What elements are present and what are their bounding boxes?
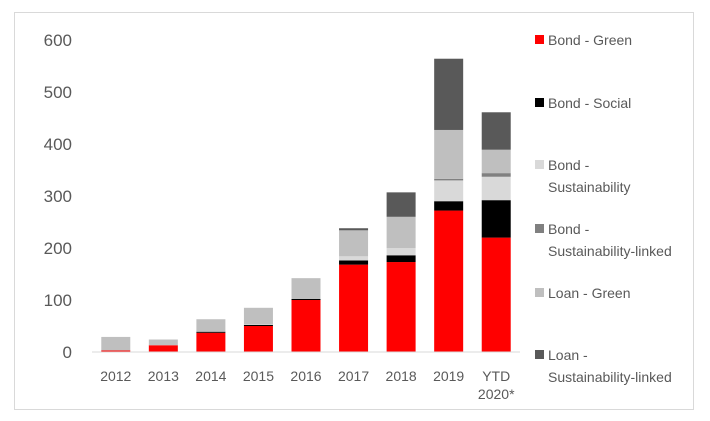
bar-segment xyxy=(196,319,226,332)
bar-segment xyxy=(386,192,416,217)
bar-segment xyxy=(434,180,464,202)
bar-segment xyxy=(386,216,416,248)
bar-segment xyxy=(291,298,321,300)
bar-segment xyxy=(434,129,464,179)
bar-segment xyxy=(481,112,511,150)
bar-segment xyxy=(434,58,464,130)
x-tick-label: 2017 xyxy=(338,368,369,384)
x-tick-label: 2015 xyxy=(243,368,274,384)
bar-segment xyxy=(101,350,131,352)
bar-segment xyxy=(339,230,369,257)
legend-swatch xyxy=(535,224,544,233)
y-tick-label: 400 xyxy=(44,135,72,154)
bar-segment xyxy=(243,326,273,352)
y-tick-label: 0 xyxy=(63,343,72,362)
bar-segment xyxy=(291,278,321,299)
bar-segment xyxy=(196,332,226,352)
x-axis-ticks: 2012 2013 2014 2015 2016 2017 2018 2019 YTD 2020* xyxy=(100,368,515,402)
y-tick-label: 600 xyxy=(44,31,72,50)
bar-segment xyxy=(291,300,321,352)
legend-label: Loan - Green xyxy=(548,285,631,301)
legend: Bond - Green Bond - Social Bond -Sustainab… xyxy=(535,32,672,385)
legend-swatch xyxy=(535,160,544,169)
bar-segment xyxy=(386,255,416,263)
bar-segment xyxy=(243,307,273,325)
x-tick-label: 2014 xyxy=(195,368,226,384)
x-tick-label: 2016 xyxy=(290,368,321,384)
bar-segment xyxy=(481,176,511,201)
bars xyxy=(101,58,511,352)
bar-segment xyxy=(243,324,273,325)
bar-segment xyxy=(148,345,178,352)
bar-segment xyxy=(386,262,416,352)
legend-swatch xyxy=(535,98,544,107)
legend-label: Bond - Social xyxy=(548,95,631,111)
bar-segment xyxy=(434,178,464,181)
legend-swatch xyxy=(535,288,544,297)
bar-segment xyxy=(101,336,131,351)
x-tick-label: YTD 2020* xyxy=(478,368,515,402)
bar-segment xyxy=(481,237,511,352)
bar-segment xyxy=(481,149,511,174)
bar-segment xyxy=(434,210,464,352)
y-tick-label: 500 xyxy=(44,83,72,102)
bar-segment xyxy=(386,248,416,256)
bar-segment xyxy=(196,331,226,333)
y-tick-label: 300 xyxy=(44,187,72,206)
x-tick-label: 2013 xyxy=(148,368,179,384)
legend-label: Bond -Sustainability-linked xyxy=(548,221,672,259)
legend-swatch xyxy=(535,35,544,44)
bar-segment xyxy=(339,260,369,265)
bar-segment xyxy=(481,173,511,177)
bar-segment xyxy=(481,200,511,238)
bar-segment xyxy=(434,201,464,211)
y-tick-label: 100 xyxy=(44,291,72,310)
bar-segment xyxy=(339,228,369,231)
legend-label: Loan -Sustainability-linked xyxy=(548,347,672,385)
bar-segment xyxy=(339,256,369,261)
y-axis-ticks: 0 100 200 300 400 500 600 xyxy=(44,31,72,362)
legend-swatch xyxy=(535,350,544,359)
bar-segment xyxy=(243,324,273,326)
x-tick-label: 2018 xyxy=(386,368,417,384)
legend-label: Bond - Green xyxy=(548,32,632,48)
legend-label: Bond -Sustainability xyxy=(548,157,631,195)
bar-segment xyxy=(339,264,369,352)
x-tick-label: 2019 xyxy=(433,368,464,384)
y-tick-label: 200 xyxy=(44,239,72,258)
x-tick-label: 2012 xyxy=(100,368,131,384)
bar-segment xyxy=(148,339,178,346)
